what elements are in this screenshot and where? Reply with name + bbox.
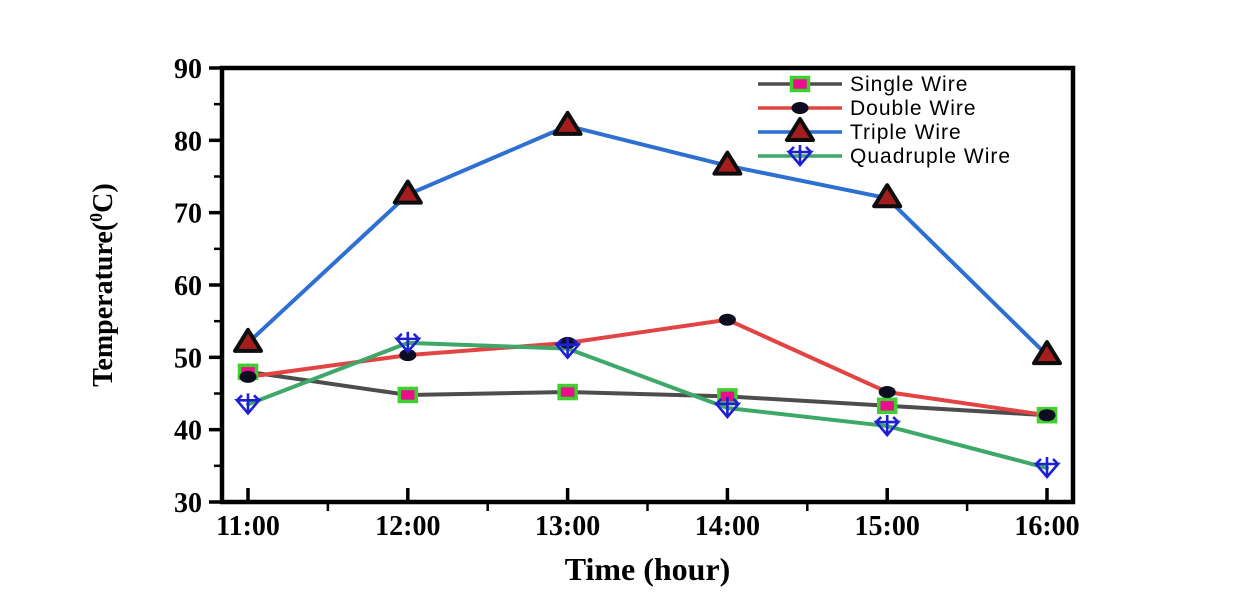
marker-quadruple-wire-13-00 <box>553 337 582 360</box>
y-title-suffix: C) <box>88 183 119 213</box>
y-tick-label-40: 40 <box>174 416 202 447</box>
marker-quadruple-wire-11-00 <box>234 393 262 416</box>
y-tick-label-60: 60 <box>174 271 202 302</box>
legend-item-quadruple-wire: Quadruple Wire <box>758 145 1011 168</box>
marker-double-wire-14-00 <box>718 313 736 326</box>
x-tick-label-16-00: 16:00 <box>1014 511 1079 542</box>
marker-quadruple-wire-16-00 <box>1033 457 1061 480</box>
y-tick-label-80: 80 <box>174 126 202 157</box>
marker-single-wire-13-00 <box>557 383 578 401</box>
marker-triple-wire-16-00 <box>1032 340 1062 366</box>
y-tick-label-50: 50 <box>174 343 202 374</box>
marker-single-wire-15-00 <box>876 397 898 415</box>
series-line-triple-wire <box>246 123 1049 358</box>
x-tick-label-11-00: 11:00 <box>216 511 280 542</box>
series-line-quadruple-wire <box>246 340 1049 471</box>
marker-triple-wire-13-00 <box>552 110 583 136</box>
marker-single-wire-12-00 <box>397 386 419 404</box>
y-axis-title: Temperature(0C) <box>86 183 119 386</box>
y-tick-label-30: 30 <box>174 488 202 519</box>
marker-double-wire-11-00 <box>239 370 257 383</box>
x-axis-title: Time (hour) <box>565 551 731 587</box>
marker-triple-wire-12-00 <box>392 179 423 205</box>
marker-double-wire-16-00 <box>1038 409 1056 422</box>
legend-label-triple-wire: Triple Wire <box>850 121 962 144</box>
marker-quadruple-wire-12-00 <box>393 331 422 354</box>
plot-frame <box>219 65 1076 505</box>
marker-triple-wire-11-00 <box>233 327 263 353</box>
x-tick-label-15-00: 15:00 <box>855 511 920 542</box>
legend-marker-double-wire <box>791 102 809 114</box>
y-title-superscript: 0 <box>86 213 106 222</box>
marker-double-wire-15-00 <box>878 386 896 399</box>
legend-label-quadruple-wire: Quadruple Wire <box>850 145 1011 168</box>
legend-label-single-wire: Single Wire <box>850 73 968 96</box>
legend-marker-single-wire <box>789 75 811 93</box>
legend-marker-quadruple-wire <box>786 145 814 168</box>
marker-triple-wire-15-00 <box>872 183 903 209</box>
y-tick-label-90: 90 <box>174 54 202 85</box>
y-title-prefix: Temperature( <box>88 222 119 387</box>
series-line-single-wire <box>246 369 1049 418</box>
x-tick-label-13-00: 13:00 <box>535 511 600 542</box>
marker-quadruple-wire-14-00 <box>713 396 742 419</box>
legend-marker-triple-wire <box>785 117 815 142</box>
legend-label-double-wire: Double Wire <box>850 97 977 120</box>
y-tick-label-70: 70 <box>174 199 202 230</box>
marker-double-wire-12-00 <box>399 349 417 362</box>
x-tick-label-12-00: 12:00 <box>375 511 440 542</box>
legend-item-double-wire: Double Wire <box>758 97 977 120</box>
x-tick-label-14-00: 14:00 <box>695 511 760 542</box>
series-line-double-wire <box>246 317 1049 418</box>
marker-triple-wire-14-00 <box>712 150 743 176</box>
legend-item-single-wire: Single Wire <box>758 73 968 96</box>
marker-quadruple-wire-15-00 <box>873 415 902 438</box>
